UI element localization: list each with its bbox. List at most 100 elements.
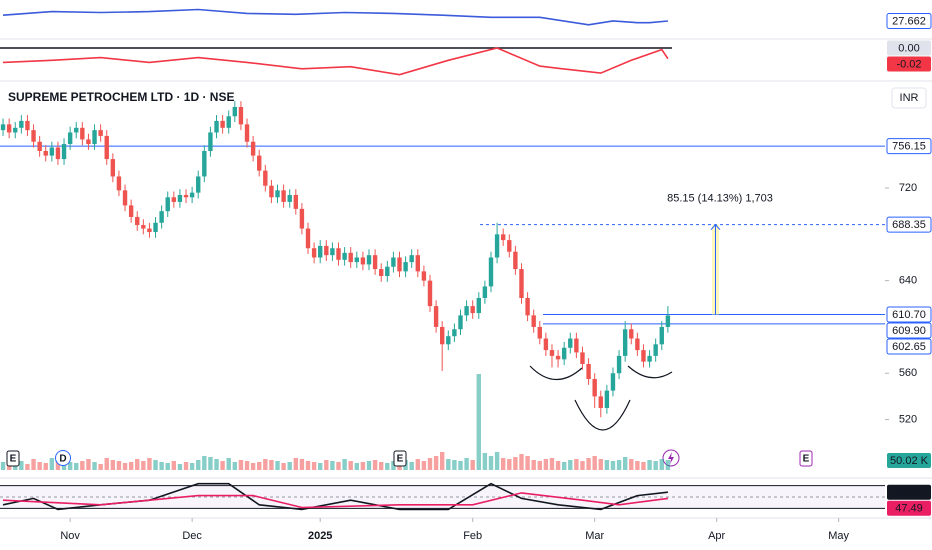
event-marker[interactable] — [799, 450, 813, 467]
candle-body — [342, 252, 347, 260]
axis-label-box — [887, 453, 931, 468]
axis-label: 50.02 K — [890, 455, 929, 467]
axis-label-box — [886, 216, 932, 233]
volume-bar — [116, 461, 122, 470]
volume-bar — [110, 460, 116, 470]
candle-body — [372, 255, 378, 270]
candle-body — [80, 127, 85, 140]
candle-body — [525, 297, 530, 316]
volume-bar — [555, 461, 561, 470]
volume-bar — [379, 462, 384, 470]
volume-bar — [189, 463, 195, 470]
x-tick-label: Mar — [585, 530, 604, 542]
volume-bar — [80, 461, 85, 470]
lightning-glyph — [668, 452, 674, 464]
indicator-line — [2, 492, 669, 509]
volume-bar — [409, 462, 414, 470]
y-tick-label: 720 — [899, 182, 917, 194]
volume-bar — [299, 459, 305, 470]
volume-bar — [153, 460, 158, 470]
x-tick-label: 2025 — [308, 530, 332, 542]
candle-body — [177, 194, 183, 202]
candle-body — [531, 315, 536, 327]
event-marker[interactable] — [55, 450, 71, 466]
candle-body — [238, 106, 244, 125]
volume-bar — [177, 464, 183, 470]
candle-body — [43, 150, 48, 156]
x-tick-label: Feb — [463, 530, 482, 542]
candle-body — [305, 228, 311, 249]
volume-bar — [488, 456, 494, 470]
volume-bar — [519, 454, 524, 470]
volume-bar — [31, 459, 36, 470]
volume-bar — [305, 461, 311, 470]
event-marker[interactable] — [6, 450, 20, 467]
candle-body — [92, 130, 97, 145]
axis-label-box — [886, 13, 932, 30]
volume-bar — [141, 461, 146, 470]
candle-body — [500, 234, 506, 241]
candle-body — [74, 127, 79, 133]
axis-label: -0.02 — [896, 58, 921, 70]
volume-bar — [525, 456, 530, 470]
volume-bar — [543, 459, 549, 470]
candle-body — [421, 271, 427, 281]
axis-label: 688.35 — [892, 219, 926, 231]
volume-bar — [74, 463, 79, 470]
candle-body — [360, 257, 366, 265]
candle-body — [476, 297, 481, 314]
candle-body — [415, 255, 420, 272]
volume-bar — [324, 460, 329, 470]
candle-body — [549, 350, 555, 356]
candle-body — [537, 326, 542, 339]
candle-body — [543, 338, 549, 351]
volume-bar — [214, 459, 219, 470]
axis-label: 47.49 — [895, 503, 923, 515]
volume-bar — [470, 460, 475, 470]
event-label: D — [59, 454, 66, 465]
currency-box[interactable] — [891, 87, 927, 109]
event-marker[interactable] — [393, 450, 407, 467]
axis-label-box — [887, 500, 931, 516]
pattern-curve — [627, 365, 673, 379]
candle-body — [391, 257, 396, 267]
volume-bar — [586, 458, 591, 470]
candle-body — [196, 176, 201, 193]
y-tick-label: 520 — [899, 413, 917, 425]
volume-bar — [19, 461, 24, 470]
y-tick-label: 640 — [899, 275, 917, 287]
currency[interactable]: INR — [900, 92, 919, 104]
volume-bar — [391, 461, 396, 470]
candle-body — [189, 192, 195, 198]
volume-bar — [293, 458, 299, 470]
event-label: E — [803, 454, 810, 465]
candle-body — [610, 373, 616, 391]
candle-body — [202, 150, 207, 177]
candle-body — [592, 379, 597, 397]
volume-bar — [165, 463, 170, 470]
candle-body — [135, 216, 140, 226]
measure-label: 85.15 (14.13%) 1,703 — [667, 193, 773, 205]
volume-bar — [244, 461, 250, 470]
candle-body — [488, 257, 494, 287]
candle-body — [458, 315, 463, 330]
chart-title: SUPREME PETROCHEM LTD · 1D · NSE — [8, 90, 234, 104]
candle-body — [86, 139, 91, 145]
volume-bar — [226, 458, 231, 470]
candle-body — [354, 257, 360, 263]
volume-bar — [263, 459, 268, 470]
volume-bar — [415, 459, 420, 470]
volume-bar — [665, 459, 671, 470]
axis-label-box — [886, 138, 932, 155]
volume-bar — [500, 458, 506, 470]
volume-bar — [433, 456, 439, 470]
volume-bar — [458, 461, 463, 470]
volume-bar — [629, 459, 634, 470]
y-tick-label: 560 — [899, 367, 917, 379]
x-tick-label: May — [828, 530, 849, 542]
candle-body — [366, 255, 372, 265]
volume-bar — [622, 457, 628, 470]
candle-body — [116, 176, 122, 191]
candle-body — [385, 266, 390, 277]
axis-label-box — [887, 40, 931, 56]
